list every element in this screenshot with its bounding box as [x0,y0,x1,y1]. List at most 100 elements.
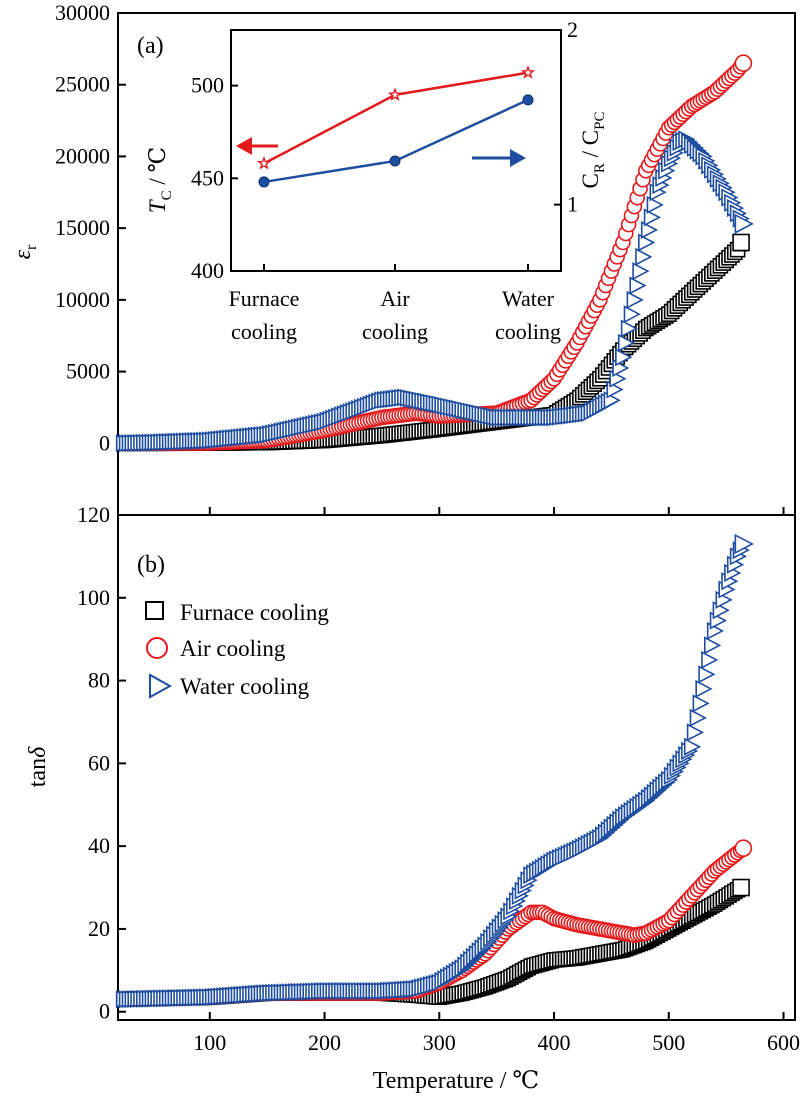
inset-category-label-0-0: Furnace [229,286,300,311]
panel-b-series-triangle [115,533,754,1009]
panel-a-end-point-circle [734,54,753,73]
panel-b-y-ticks: 0 20 40 60 80 100 120 [77,502,126,1024]
panel-b-point-triangle-198 [683,737,702,756]
panel-a-end-point-square [732,233,750,252]
panel-b-label: (b) [137,552,165,578]
inset-category-label-2-1: cooling [495,319,561,344]
panel-b-y-tick-label-3: 60 [88,750,110,775]
panel-b-point-triangle-200 [689,708,707,727]
panel-b-point-triangle-201 [692,694,710,713]
panel-b-y-axis-label-main: tan [25,758,51,787]
inset-right-tick-label-1: 2 [567,17,578,42]
panel-a-y-axis-label: εr [10,244,40,259]
panel-a-y-tick-label-1: 5000 [66,359,110,384]
panel-b-point-triangle-202 [695,679,713,698]
panel-a-point-triangle-184 [643,208,661,227]
inset: 400 450 500 1 2 Furnace cooling Air cooling Water… [145,17,608,344]
inset-left-tick-label-2: 500 [191,73,224,98]
panel-b-end-point-triangle [734,533,754,555]
panel-b: 0 20 40 60 80 100 120 100 200 300 400 500 600 (b) t… [25,502,800,1094]
panel-b-y-tick-label-4: 80 [88,668,110,693]
panel-a-point-triangle-185 [646,195,664,214]
panel-b-x-tick-label-2: 300 [423,1030,456,1055]
inset-right-axis-label: CR / CPC [578,112,608,189]
panel-b-x-tick-label-1: 200 [308,1030,341,1055]
inset-category-label-0-1: cooling [231,319,297,344]
legend-marker-air [146,637,168,659]
panel-a-end-point-triangle [734,213,754,234]
legend-label-furnace: Furnace cooling [180,600,329,625]
legend-label-water: Water cooling [180,674,310,699]
legend-label-air: Air cooling [180,636,286,661]
panel-b-y-tick-label-2: 40 [88,833,110,858]
panel-b-x-axis-label: Temperature / ℃ [373,1068,539,1094]
inset-left-axis-label: TC / ℃ [145,147,175,213]
panel-a-series [115,54,754,453]
inset-ticks: 400 450 500 1 2 Furnace cooling Air cooling Water… [191,17,578,344]
inset-series [256,65,536,188]
panel-b-end-point-square [732,878,750,897]
panel-b-frame [117,514,796,1021]
panel-b-y-axis-label: tanδ [25,746,51,787]
inset-right-tick-label-0: 1 [567,192,578,217]
panel-b-y-tick-label-0: 0 [99,999,110,1024]
inset-category-label-2-0: Water [502,286,555,311]
inset-left-axis-label-unit: / ℃ [145,147,170,191]
inset-point-star-2 [520,65,536,79]
panel-b-x-ticks: 100 200 300 400 500 600 [193,507,800,1055]
panel-b-point-triangle-205 [704,636,722,655]
panel-a-point-triangle-180 [632,262,650,281]
inset-left-axis-label-main: T [145,198,170,213]
panel-a: 0 5000 10000 15000 20000 25000 30000 (a) εr [10,0,796,516]
inset-right-axis-label-r: R [592,163,608,173]
inset-right-axis-label-slash: / C [578,130,603,163]
legend: Furnace cooling Air cooling Water coolin… [145,600,329,699]
inset-right-axis-label-c: C [578,173,603,188]
panel-a-y-tick-label-3: 15000 [55,215,110,240]
panel-b-end-point-circle [734,839,753,858]
panel-a-y-axis-label-sub: r [23,244,40,250]
inset-right-axis-label-pc: PC [592,112,608,130]
panel-b-point-triangle-203 [698,665,716,684]
panel-a-point-triangle-177 [623,305,641,324]
panel-b-x-tick-label-4: 500 [652,1030,685,1055]
inset-left-tick-label-0: 400 [191,258,224,283]
inset-category-label-1-1: cooling [362,319,428,344]
panel-b-series [115,533,754,1009]
panel-a-point-triangle-183 [640,220,659,239]
panel-b-point-triangle-204 [701,650,719,669]
inset-background [231,30,561,271]
inset-left-axis-label-sub: C [159,190,175,200]
inset-point-star-1 [387,87,403,101]
legend-marker-furnace [145,601,164,620]
panel-a-y-tick-label-5: 25000 [55,72,110,97]
inset-point-ball-1 [389,155,401,167]
legend-marker-water [149,673,173,699]
panel-a-y-tick-label-2: 10000 [55,287,110,312]
inset-point-ball-2 [522,94,534,106]
panel-b-x-tick-label-3: 400 [538,1030,571,1055]
panel-a-label: (a) [137,33,164,59]
panel-a-point-triangle-181 [635,247,653,266]
panel-a-y-ticks: 0 5000 10000 15000 20000 25000 30000 [55,0,126,455]
panel-a-series-triangle [115,130,754,453]
panel-a-y-axis-label-main: ε [10,249,36,259]
inset-left-arrow [236,137,278,155]
inset-point-star-0 [256,155,272,170]
inset-left-tick-label-1: 450 [191,165,224,190]
panel-a-point-triangle-175 [617,333,636,352]
panel-a-y-tick-label-0: 0 [99,430,110,455]
inset-point-ball-0 [258,176,270,188]
panel-b-y-tick-label-5: 100 [77,585,110,610]
panel-b-y-axis-label-sub: δ [25,746,51,758]
panel-a-y-tick-label-6: 30000 [55,0,110,25]
panel-b-y-tick-label-6: 120 [77,502,110,527]
panel-a-point-triangle-174 [615,348,633,367]
panel-a-point-triangle-178 [626,290,644,309]
panel-b-x-tick-label-5: 600 [767,1030,800,1055]
panel-b-point-triangle-199 [686,723,705,742]
panel-a-point-triangle-179 [629,276,647,295]
panel-a-point-triangle-176 [620,319,639,338]
panel-a-y-tick-label-4: 20000 [55,143,110,168]
